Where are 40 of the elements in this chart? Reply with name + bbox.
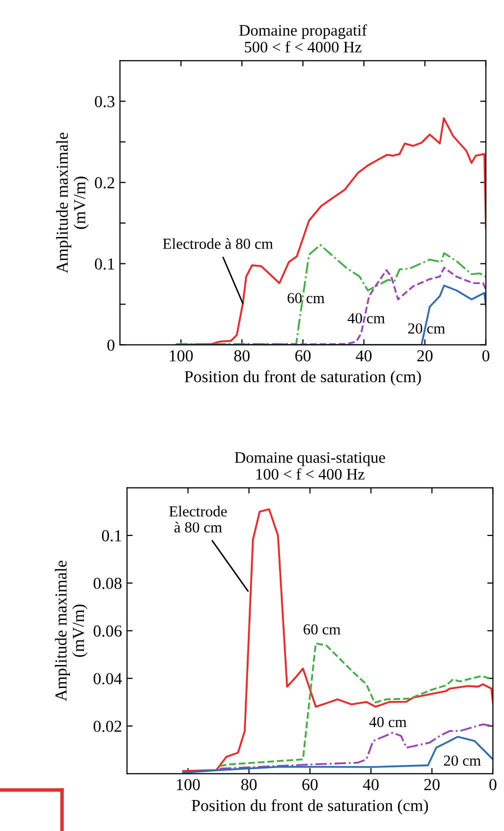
annotation: 20 cm (408, 323, 446, 334)
x-tick-label: 80 (234, 350, 250, 362)
y-tick-label: 0.08 (94, 578, 122, 590)
y-tick-label: 0.06 (94, 625, 122, 637)
line-series (175, 284, 486, 345)
y-tick-label: 0 (107, 340, 114, 351)
y-tick-label: 0.1 (102, 530, 122, 542)
x-axis-title: Position du front de saturation (cm) (184, 370, 421, 386)
y-tick-label: 0.2 (94, 177, 114, 188)
annotation: 60 cm (288, 292, 324, 304)
x-tick-label: 40 (356, 350, 372, 362)
annotation: Electrode à 80 cm (169, 506, 227, 533)
x-tick-label: 40 (362, 779, 379, 790)
x-tick-label: 100 (170, 350, 193, 362)
y-tick-label: 0.1 (94, 258, 114, 270)
y-tick-label: 0.02 (94, 720, 122, 732)
x-tick-label: 20 (424, 779, 440, 790)
annotation: 20 cm (444, 755, 481, 766)
y-tick-label: 0.3 (94, 96, 114, 108)
annotation: 40 cm (369, 716, 407, 728)
annotation: 40 cm (348, 313, 385, 324)
y-axis-title: Amplitude maximale (mV/m) (56, 132, 89, 274)
x-tick-label: 60 (295, 350, 311, 362)
x-tick-label: 0 (489, 779, 496, 790)
line-series (218, 642, 493, 767)
chart-subtitle: 500 < f < 4000 Hz (244, 41, 362, 52)
x-tick-label: 0 (482, 350, 490, 362)
x-tick-label: 100 (176, 779, 200, 790)
x-axis-title: Position du front de saturation (cm) (192, 799, 428, 814)
y-tick-label: 0.04 (94, 673, 122, 684)
annotation: Electrode à 80 cm (162, 238, 273, 249)
line-series (182, 736, 493, 774)
x-tick-label: 20 (417, 350, 433, 362)
chart-title: Domaine quasi-statique (234, 452, 386, 466)
y-axis-title: Amplitude maximale (mV/m) (54, 560, 88, 702)
x-tick-label: 60 (302, 779, 318, 790)
chart-subtitle: 100 < f < 400 Hz (256, 468, 364, 480)
annotation: 60 cm (304, 624, 340, 635)
chart-title: Domaine propagatif (239, 24, 367, 40)
x-tick-label: 80 (241, 779, 257, 790)
